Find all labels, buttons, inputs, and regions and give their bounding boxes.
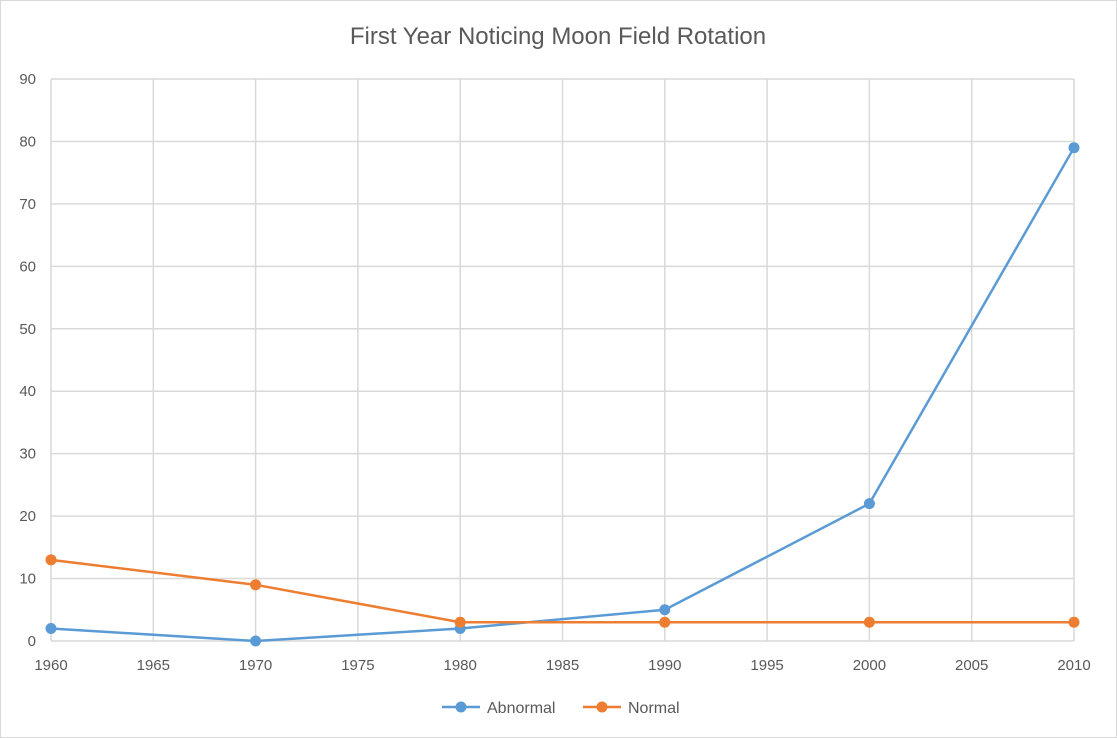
data-point-normal <box>454 616 466 628</box>
chart-title: First Year Noticing Moon Field Rotation <box>350 23 766 50</box>
data-point-abnormal <box>659 604 671 616</box>
data-point-normal <box>659 616 671 628</box>
legend: Abnormal Normal <box>442 700 680 717</box>
y-tick-label: 80 <box>19 133 36 150</box>
x-tick-label: 1960 <box>34 657 67 674</box>
legend-marker-abnormal <box>455 701 467 713</box>
data-point-normal <box>45 554 57 566</box>
y-axis-ticks: 0 10 20 30 40 50 60 70 80 90 <box>19 71 36 650</box>
x-tick-label: 1980 <box>444 657 477 674</box>
data-point-abnormal <box>250 635 262 647</box>
y-tick-label: 70 <box>19 196 36 213</box>
x-tick-label: 1985 <box>546 657 579 674</box>
x-axis-ticks: 1960 1965 1970 1975 1980 1985 1990 1995 2000 2005… <box>34 657 1090 674</box>
y-tick-label: 0 <box>28 633 36 650</box>
x-tick-label: 1990 <box>648 657 681 674</box>
grid-lines <box>50 78 1075 642</box>
x-tick-label: 2000 <box>853 657 886 674</box>
legend-marker-normal <box>596 701 608 713</box>
series-group <box>45 142 1080 647</box>
y-tick-label: 20 <box>19 508 36 525</box>
y-tick-label: 10 <box>19 571 36 588</box>
x-tick-label: 1995 <box>750 657 783 674</box>
data-point-normal <box>250 579 262 591</box>
x-tick-label: 1975 <box>341 657 374 674</box>
x-tick-label: 2005 <box>955 657 988 674</box>
x-tick-label: 2010 <box>1057 657 1090 674</box>
data-point-abnormal <box>1068 142 1080 154</box>
data-point-abnormal <box>45 623 57 635</box>
y-tick-label: 60 <box>19 258 36 275</box>
x-tick-label: 1970 <box>239 657 272 674</box>
data-point-normal <box>863 616 875 628</box>
legend-label-abnormal: Abnormal <box>487 700 555 717</box>
y-tick-label: 90 <box>19 71 36 88</box>
legend-label-normal: Normal <box>628 700 680 717</box>
y-tick-label: 50 <box>19 321 36 338</box>
y-tick-label: 40 <box>19 383 36 400</box>
x-tick-label: 1965 <box>137 657 170 674</box>
y-tick-label: 30 <box>19 446 36 463</box>
series-line-abnormal <box>50 147 1076 643</box>
data-point-abnormal <box>863 498 875 510</box>
series-line-normal <box>50 558 1074 624</box>
data-point-normal <box>1068 616 1080 628</box>
